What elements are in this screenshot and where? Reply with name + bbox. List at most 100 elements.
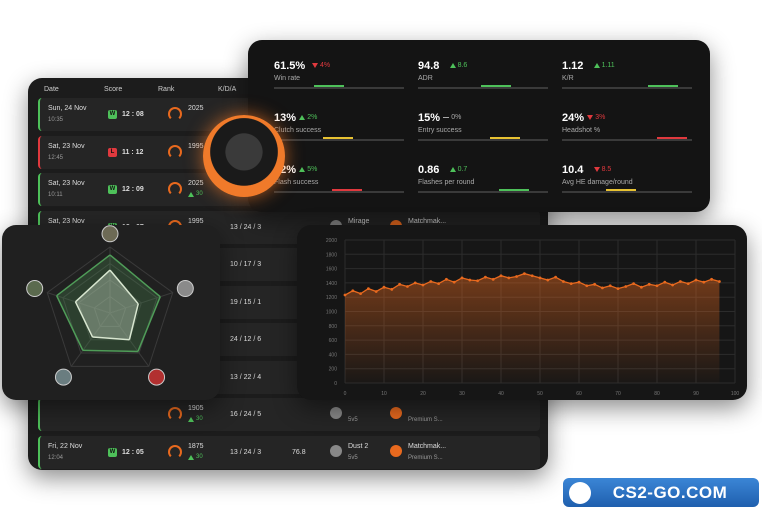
stat-card: 94.8 8.6 ADR	[418, 60, 548, 106]
watermark-logo	[569, 481, 591, 504]
rank-change: 30	[196, 191, 203, 197]
stat-bar-marker	[332, 189, 362, 191]
avatar	[203, 115, 285, 197]
radar-area	[75, 270, 110, 313]
match-time: 12:04	[48, 454, 64, 461]
point	[663, 280, 667, 284]
stat-bar	[562, 85, 692, 89]
trend-icon	[188, 417, 194, 422]
stat-label: Win rate	[274, 75, 301, 82]
stat-change: 2%	[307, 114, 318, 121]
point	[507, 276, 511, 280]
mode-sub: Premium S...	[408, 454, 443, 461]
point	[702, 280, 706, 284]
point	[530, 274, 534, 278]
result-badge: W	[108, 110, 117, 119]
stat-change: 0%	[451, 114, 462, 121]
watermark: CS2-GO.COM	[563, 478, 759, 507]
radar-area	[110, 270, 139, 313]
rank-value: 1905	[188, 405, 204, 412]
column-header: Score	[104, 86, 123, 93]
stat-bar-marker	[657, 137, 687, 139]
point	[593, 282, 596, 286]
map-mode: 5v5	[348, 454, 358, 461]
column-header: K/D/A	[218, 86, 237, 93]
match-date: Sun, 24 Nov	[48, 105, 87, 112]
radar-grid	[93, 295, 127, 327]
map-name: Mirage	[348, 217, 370, 225]
point	[359, 292, 362, 296]
map-icon	[26, 280, 44, 298]
radar-grid	[78, 279, 142, 341]
point	[421, 283, 425, 287]
stat-value: 0.86	[418, 164, 440, 176]
trend-icon	[449, 63, 456, 68]
stat-value: 10.4	[562, 164, 584, 176]
mode-icon	[390, 444, 402, 457]
rank-value: 1995	[188, 142, 204, 150]
radar-edge	[56, 254, 111, 297]
x-tick-label: 30	[459, 391, 465, 397]
point	[499, 274, 503, 278]
y-tick-label: 1600	[326, 267, 337, 273]
point	[460, 276, 464, 280]
stat-bar	[418, 189, 548, 193]
y-tick-label: 1400	[326, 281, 337, 287]
match-adr: 76.8	[292, 448, 306, 456]
line-chart: 0 200 400 600 800 1000 1200 1400 1600 1800 2000 0 10…	[326, 238, 740, 397]
radar-spoke	[109, 292, 173, 314]
stat-bar	[418, 85, 548, 89]
stat-bar	[562, 137, 692, 141]
rank-icon	[168, 107, 182, 121]
point	[476, 279, 479, 283]
y-tick-label: 1800	[326, 252, 337, 258]
y-tick-label: 1000	[326, 310, 337, 316]
x-tick-label: 100	[731, 391, 740, 397]
point	[616, 287, 620, 291]
point	[655, 284, 659, 288]
point	[569, 282, 573, 286]
y-tick-label: 2000	[326, 238, 337, 244]
stat-value: 24%	[562, 112, 585, 124]
watermark-text: CS2-GO.COM	[612, 482, 728, 502]
y-tick-label: 600	[329, 338, 338, 344]
point	[484, 275, 487, 279]
x-tick-label: 0	[344, 391, 347, 397]
match-kda: 16 / 24 / 5	[230, 411, 262, 418]
trend-icon	[188, 454, 194, 460]
stat-card: 1.12 1.11 K/R	[562, 60, 692, 106]
map-icon	[101, 225, 119, 243]
stat-label: Avg HE damage/round	[562, 179, 633, 186]
stat-bar-marker	[314, 85, 344, 87]
stat-card: 0.86 0.7 Flashes per round	[418, 164, 548, 210]
trend-icon	[593, 63, 600, 68]
mode-sub: Premium S...	[408, 417, 443, 423]
stat-card: 10.4 8.5 Avg HE damage/round	[562, 164, 692, 210]
stat-label: Flash success	[274, 179, 319, 186]
stat-change: 8.6	[457, 62, 468, 69]
y-tick-label: 0	[334, 381, 337, 387]
radar-area	[75, 301, 110, 338]
point	[406, 285, 409, 288]
map-icon	[330, 444, 342, 457]
point	[577, 280, 581, 284]
match-date: Sat, 23 Nov	[48, 217, 85, 225]
mode-name: Matchmak...	[408, 217, 447, 225]
stat-bar-marker	[481, 85, 511, 87]
point	[608, 284, 612, 288]
point	[452, 280, 456, 284]
column-header: Date	[44, 86, 59, 93]
radar-grid	[46, 246, 174, 367]
match-score: 12 : 05	[122, 448, 144, 456]
area	[345, 273, 720, 383]
y-tick-label: 200	[329, 367, 338, 373]
match-time: 12:45	[48, 154, 64, 161]
stat-label: Flashes per round	[418, 179, 475, 186]
stat-bar	[274, 137, 404, 141]
stat-bar-marker	[606, 189, 636, 191]
match-kda: 10 / 17 / 3	[230, 261, 262, 268]
y-tick-label: 1200	[326, 295, 337, 301]
radar-edge	[74, 269, 111, 303]
match-row: 1905 30 16 / 24 / 5 5v5 Premium S...	[38, 398, 540, 431]
x-tick-label: 80	[654, 391, 660, 397]
